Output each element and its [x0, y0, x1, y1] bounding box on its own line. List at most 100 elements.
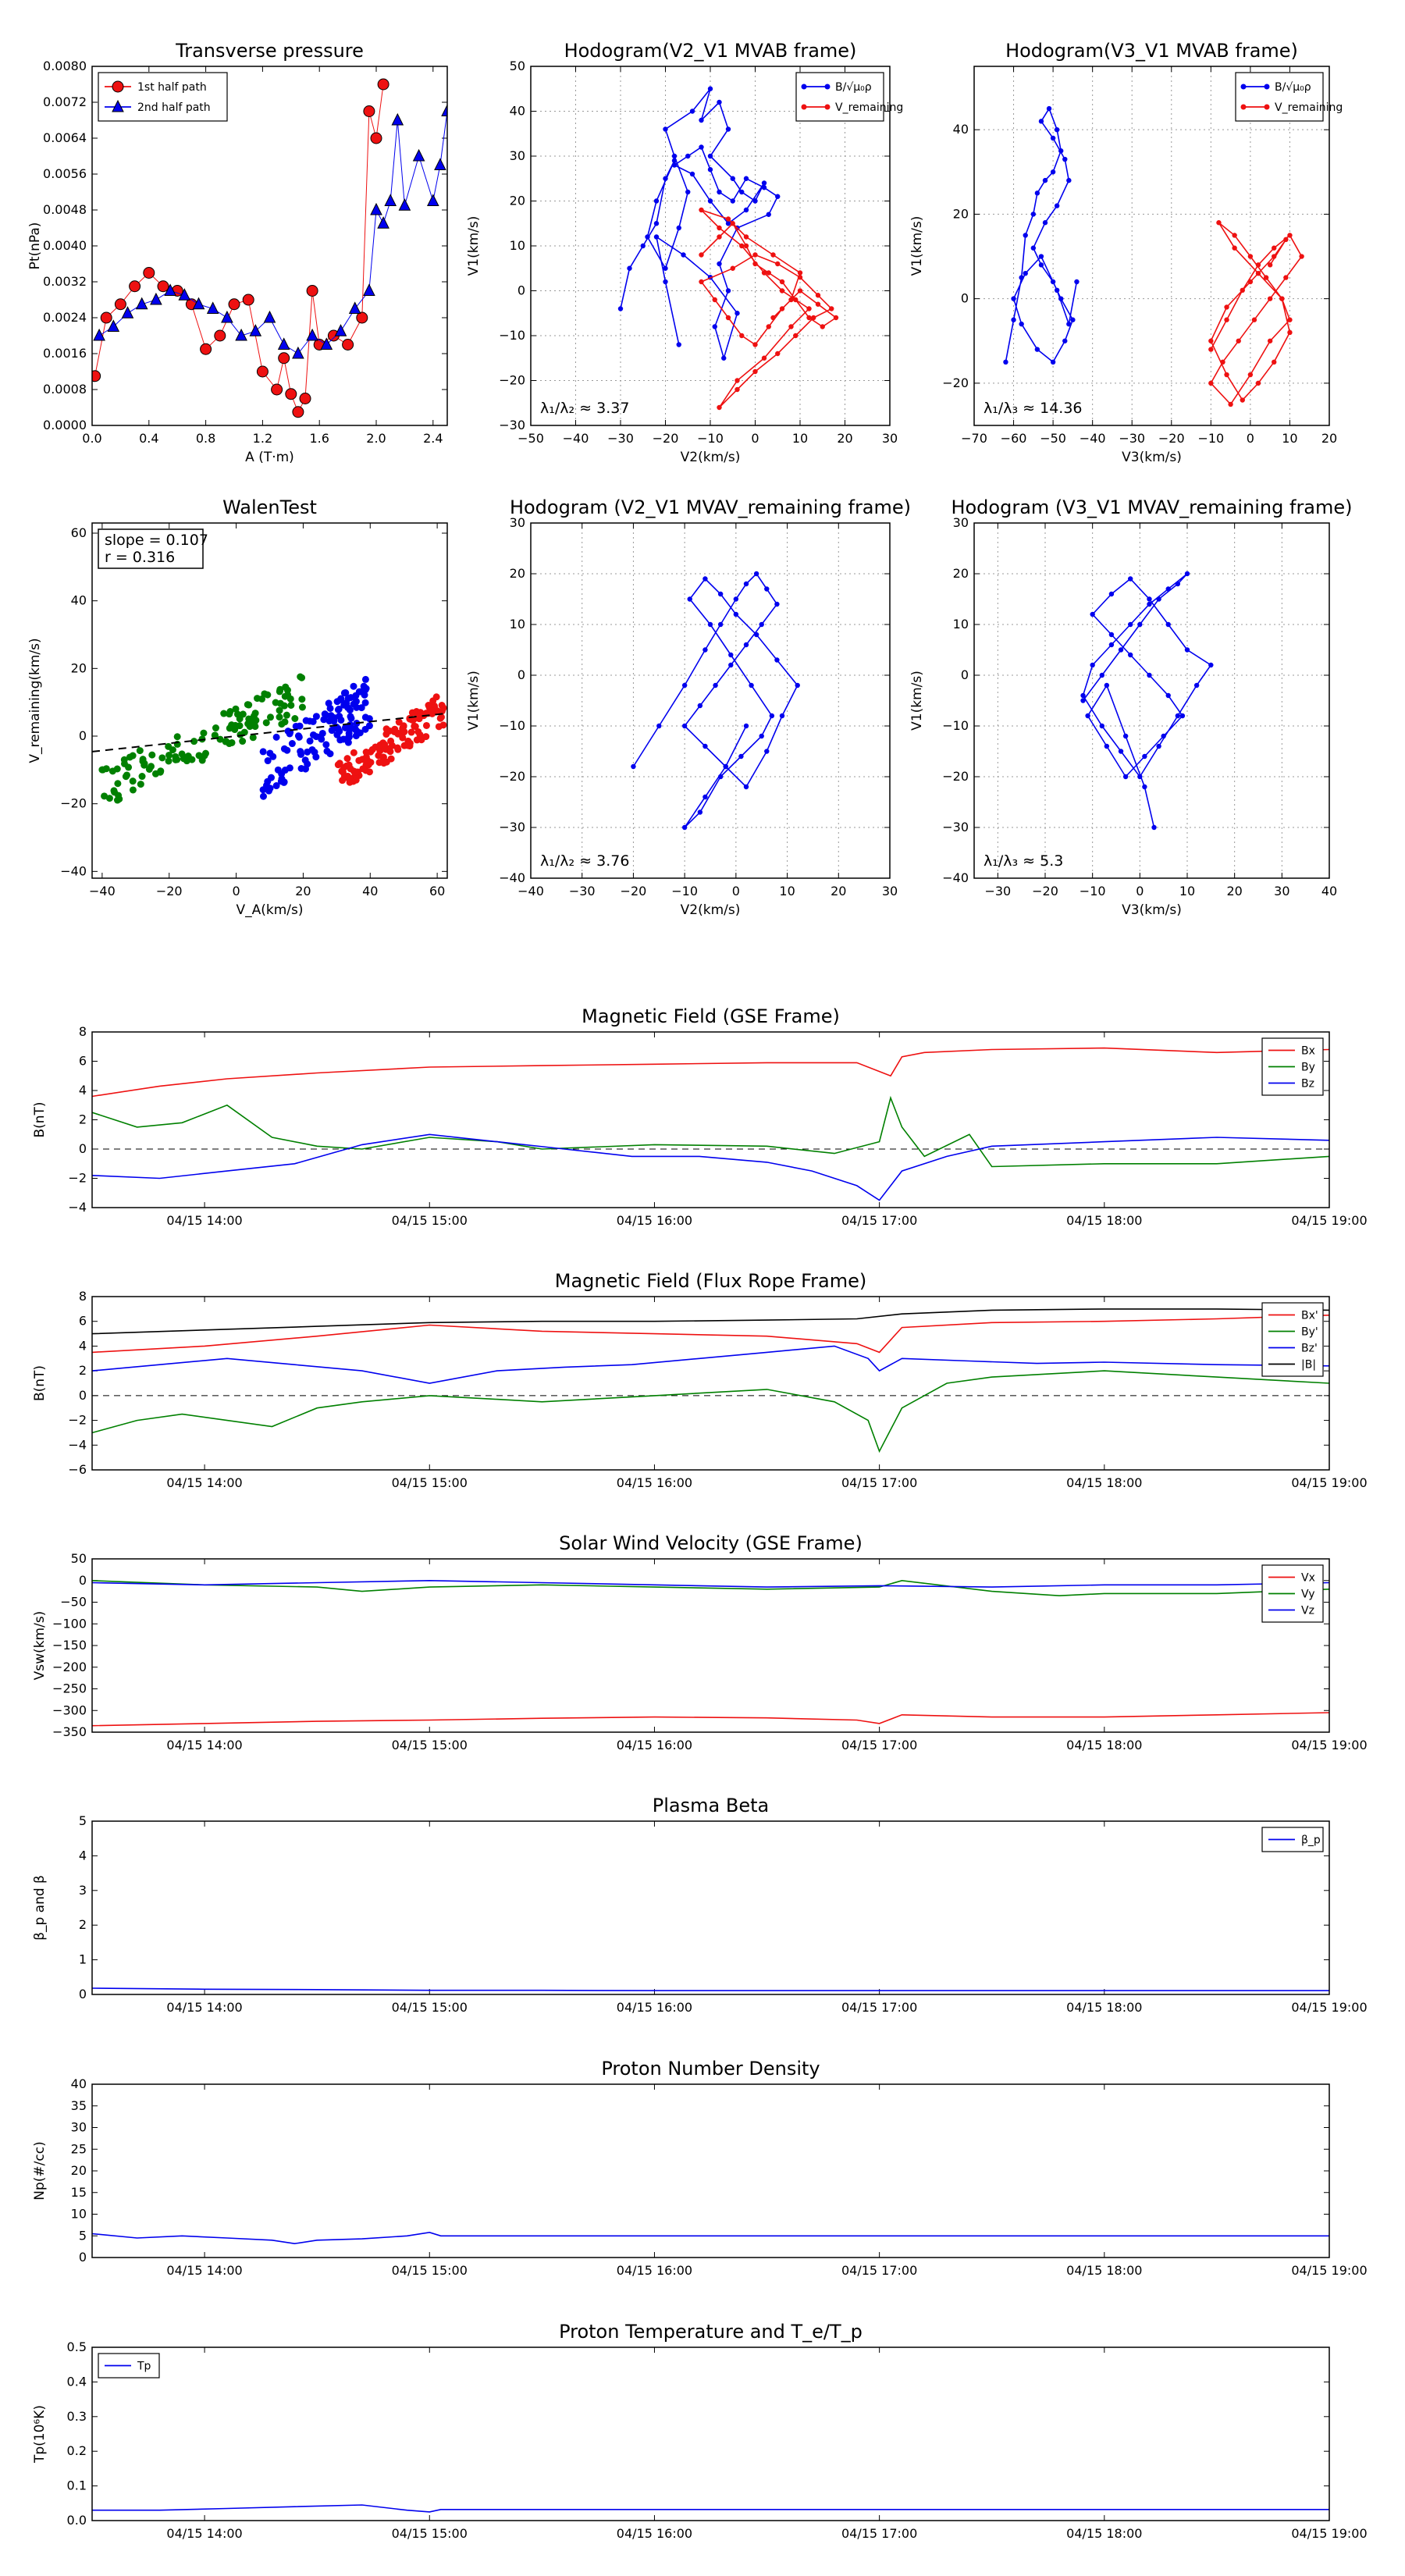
y-tick-label: 0: [518, 667, 525, 682]
data-point: [1240, 397, 1245, 403]
axes-frame: [973, 66, 1330, 426]
data-point: [1038, 254, 1044, 259]
data-point: [697, 703, 703, 709]
data-point: [806, 306, 812, 311]
y-tick-label: −20: [499, 373, 525, 388]
legend-label: Vy: [1301, 1589, 1315, 1601]
data-point: [1165, 621, 1171, 628]
x-tick-label: 30: [1274, 884, 1289, 898]
data-point: [752, 342, 758, 347]
y-tick-label: 0.3: [67, 2409, 87, 2424]
legend-label: Bx: [1301, 1045, 1315, 1058]
walen-point: [172, 753, 180, 760]
data-point: [759, 733, 764, 739]
data-point: [1074, 279, 1080, 285]
data-point: [1062, 338, 1068, 343]
data-point: [797, 270, 803, 276]
walen-point: [129, 777, 137, 785]
axes-frame: [91, 1296, 1330, 1471]
data-point: [1220, 359, 1225, 365]
data-point: [214, 329, 226, 342]
x-tick-label: 04/15 19:00: [1291, 2263, 1367, 2278]
walen-point: [312, 753, 320, 761]
y-axis-label: Np(#/cc): [32, 2141, 48, 2200]
data-point: [685, 153, 691, 159]
legend: Tp: [98, 2353, 160, 2379]
walen-point: [306, 737, 314, 745]
x-tick-label: 04/15 19:00: [1291, 2526, 1367, 2541]
legend: B/√μ₀ρ V_remaining: [795, 72, 903, 122]
y-tick-label: 8: [79, 1024, 87, 1039]
walen-point: [325, 717, 333, 725]
walen-point: [350, 682, 357, 690]
x-tick-label: 10: [779, 884, 795, 898]
plot-area: [92, 2231, 1329, 2245]
data-point: [653, 198, 660, 204]
y-tick-label: 0.0056: [43, 166, 87, 181]
data-point: [775, 261, 781, 267]
data-point: [689, 109, 695, 114]
data-point: [663, 126, 668, 132]
data-point: [164, 283, 176, 296]
data-point: [1151, 824, 1157, 831]
walen-point: [323, 747, 331, 755]
legend-marker: [112, 80, 124, 93]
data-point: [285, 388, 297, 400]
data-point: [752, 252, 758, 258]
data-point: [725, 315, 731, 321]
y-tick-label: 20: [953, 206, 969, 221]
walen-point: [411, 723, 419, 731]
data-point: [699, 207, 704, 213]
data-point: [412, 148, 425, 162]
x-tick-label: 2.0: [366, 431, 386, 446]
x-tick-label: 04/15 19:00: [1291, 1213, 1367, 1228]
legend-label: Bz: [1301, 1078, 1314, 1091]
data-point: [717, 621, 724, 628]
y-tick-label: 0: [79, 1388, 87, 1403]
data-point: [306, 328, 318, 341]
chart-hodo2: Hodogram(V3_V1 MVAB frame) −70 −60 −50 −40 −3…: [909, 40, 1343, 465]
data-point: [795, 682, 800, 688]
data-point: [766, 212, 771, 217]
legend-marker: [824, 84, 831, 90]
data-point: [653, 221, 660, 226]
data-point: [743, 784, 749, 790]
y-tick-label: 1: [79, 1952, 87, 1967]
data-point: [370, 202, 382, 215]
walen-point: [360, 682, 368, 690]
data-point: [717, 404, 722, 411]
data-point: [206, 301, 219, 314]
legend-box: [98, 72, 228, 122]
data-point: [192, 297, 205, 310]
data-point: [277, 337, 290, 350]
chart-title: Plasma Beta: [653, 1795, 769, 1816]
walen-point: [278, 720, 286, 728]
data-point: [702, 576, 708, 582]
y-tick-label: 30: [71, 2120, 87, 2135]
data-point: [759, 621, 764, 628]
data-point: [699, 144, 704, 150]
data-point: [753, 632, 759, 638]
legend-marker: [112, 99, 124, 112]
x-tick-label: 0.4: [139, 431, 158, 446]
data-point: [766, 270, 771, 276]
walen-point: [239, 738, 247, 745]
eigen-ratio-label: λ₁/λ₃ ≈ 5.3: [984, 852, 1063, 870]
walen-point: [350, 700, 357, 708]
y-tick-label: 20: [71, 2163, 87, 2178]
y-tick-label: 0.0072: [43, 94, 87, 109]
data-point: [1255, 380, 1261, 386]
data-point: [363, 283, 375, 296]
data-point: [797, 275, 803, 280]
walen-point: [158, 754, 166, 762]
data-point: [733, 596, 739, 602]
data-point: [1287, 317, 1293, 322]
data-point: [370, 132, 382, 144]
x-tick-label: 04/15 18:00: [1066, 1738, 1142, 1752]
data-point: [1156, 743, 1161, 749]
data-point: [743, 723, 749, 729]
walen-point: [102, 765, 110, 773]
axes-frame: [530, 522, 891, 879]
data-point: [739, 333, 745, 339]
y-tick-label: 40: [71, 2076, 87, 2091]
